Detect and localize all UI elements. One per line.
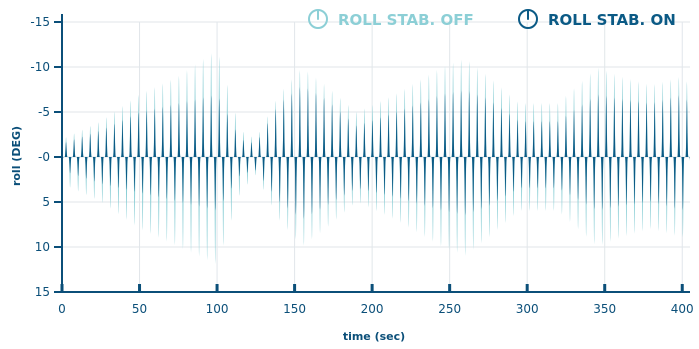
legend: ROLL STAB. OFF ROLL STAB. ON — [308, 9, 676, 29]
y-tick-label: 15 — [35, 285, 50, 299]
x-axis-title: time (sec) — [343, 330, 405, 343]
legend-label-stab-on: ROLL STAB. ON — [548, 11, 676, 29]
x-tick-label: 150 — [283, 302, 306, 316]
y-tick-label: 10 — [35, 240, 50, 254]
y-tick-label: -0 — [38, 150, 50, 164]
y-tick-label: -5 — [38, 105, 50, 119]
x-tick-label: 300 — [516, 302, 539, 316]
x-tick-label: 50 — [132, 302, 147, 316]
x-tick-label: 250 — [438, 302, 461, 316]
legend-label-stab-off: ROLL STAB. OFF — [338, 11, 474, 29]
x-tick-label: 400 — [671, 302, 694, 316]
y-tick-label: 5 — [42, 195, 50, 209]
x-tick-label: 100 — [206, 302, 229, 316]
legend-item-stab-on[interactable]: ROLL STAB. ON — [518, 9, 676, 29]
legend-item-stab-off[interactable]: ROLL STAB. OFF — [308, 9, 474, 29]
y-tick-label: -15 — [30, 15, 50, 29]
y-axis-title: roll (DEG) — [10, 126, 23, 186]
x-tick-label: 200 — [361, 302, 384, 316]
series-stab-on-area — [62, 86, 690, 220]
x-tick-label: 0 — [58, 302, 66, 316]
x-tick-label: 350 — [593, 302, 616, 316]
series-layer — [62, 53, 690, 265]
y-tick-label: -10 — [30, 60, 50, 74]
